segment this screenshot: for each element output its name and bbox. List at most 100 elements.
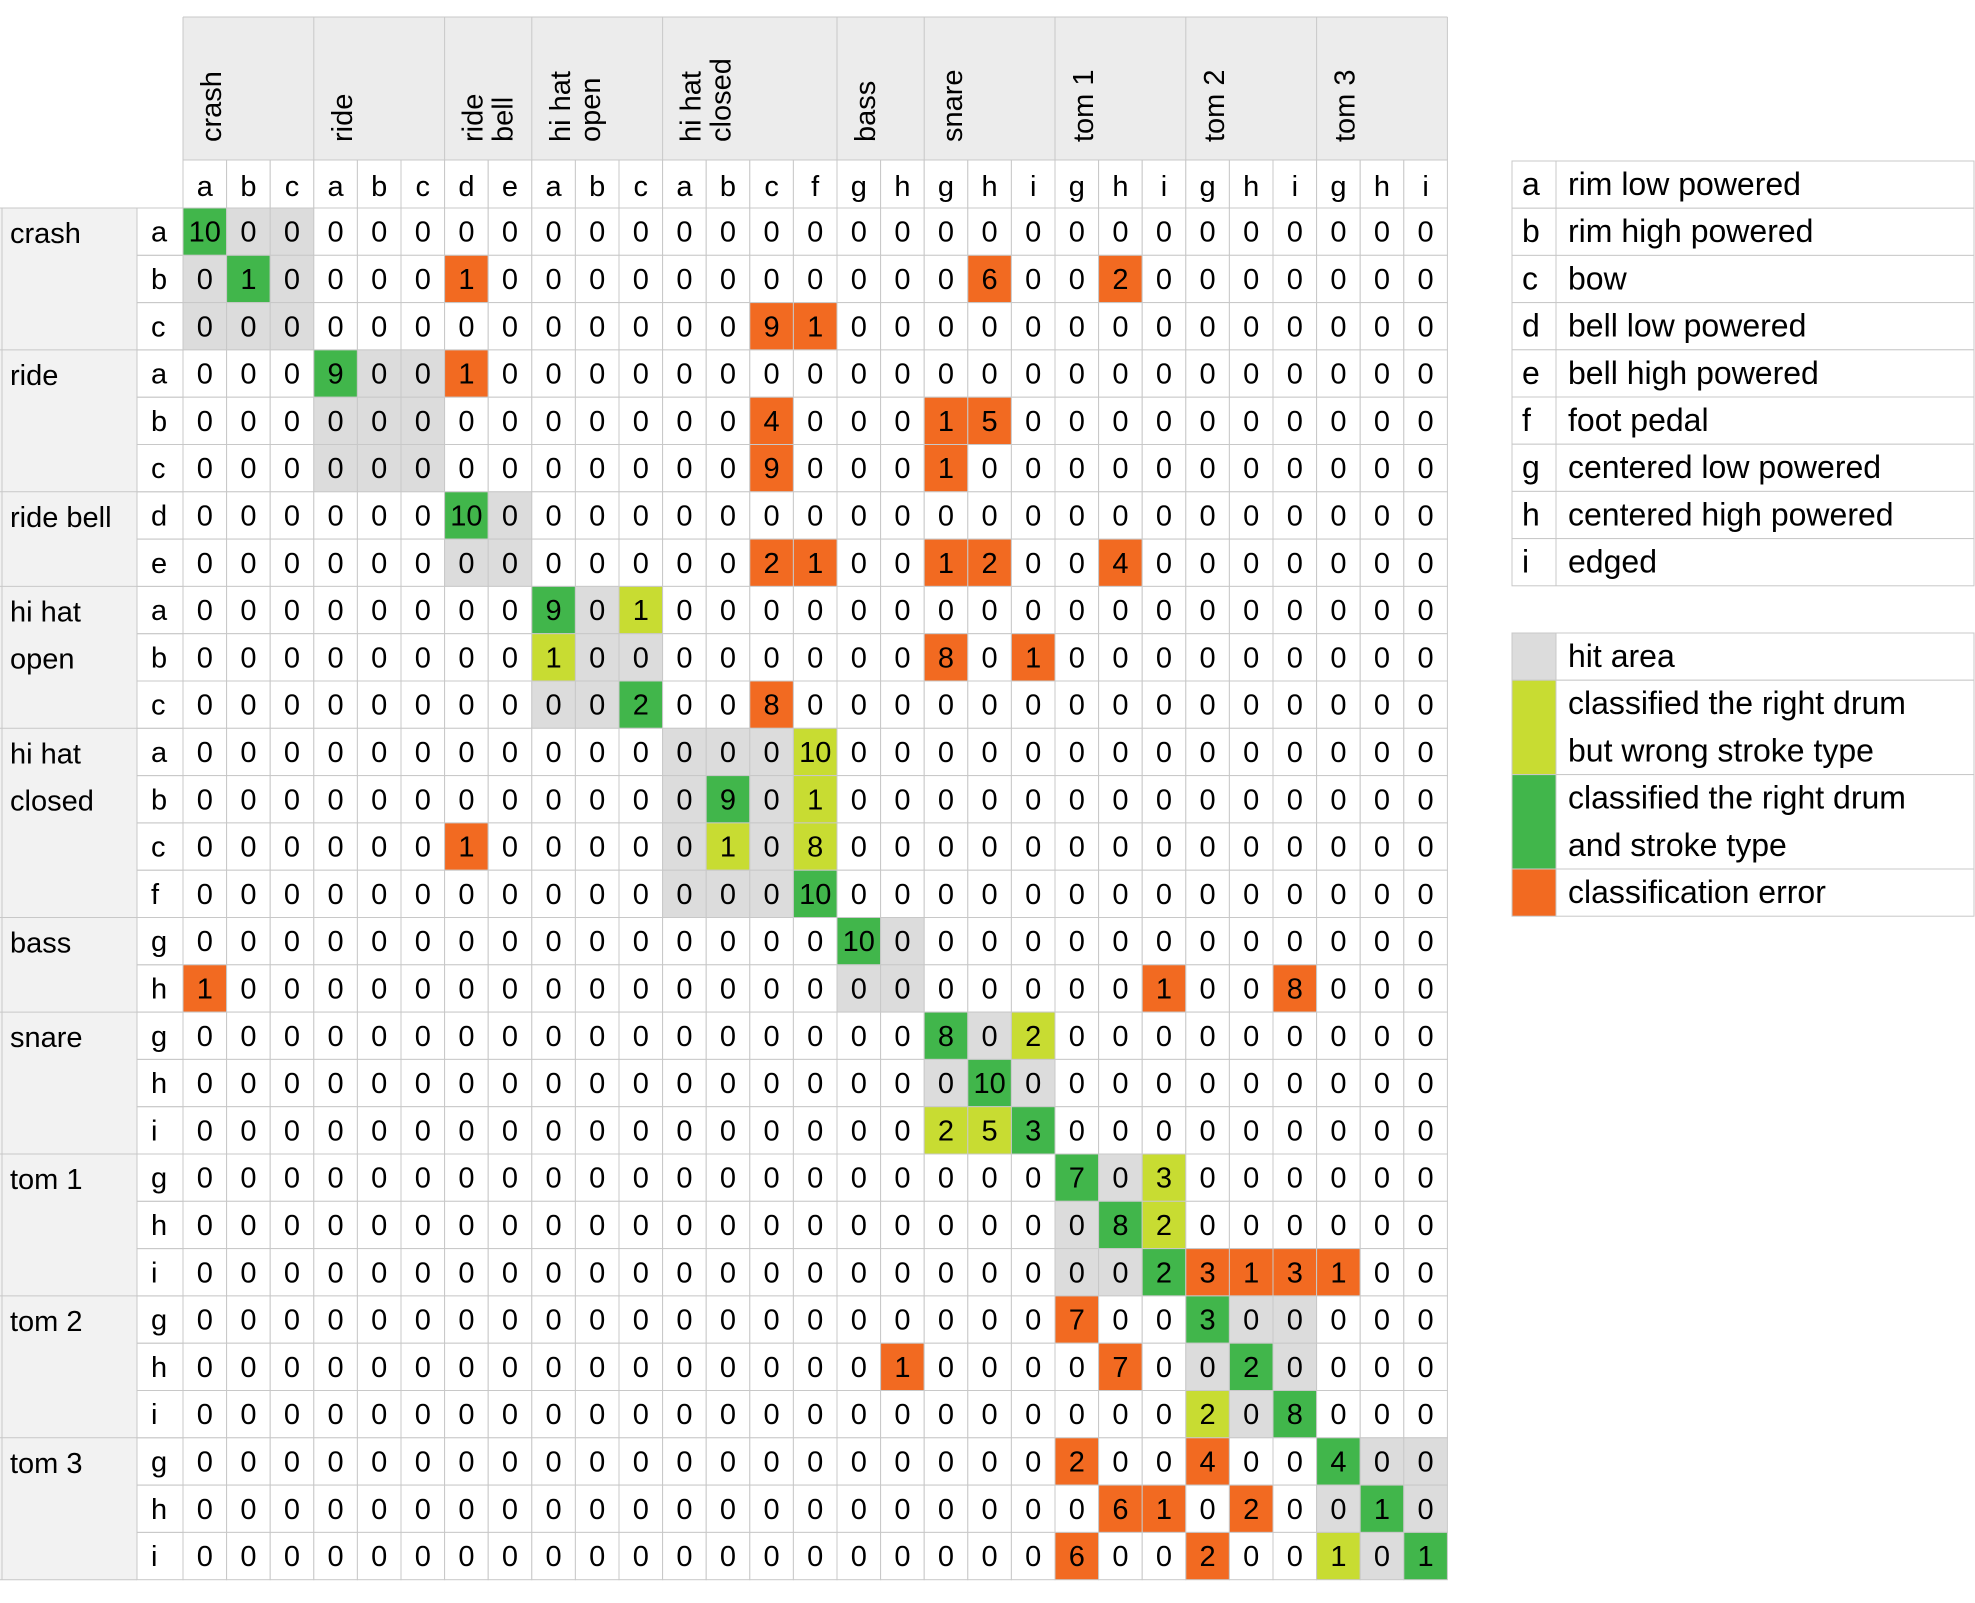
cell-value: 0 [633, 1210, 649, 1242]
matrix-cell-none [705, 1153, 751, 1202]
cell-value: 0 [197, 1446, 213, 1478]
matrix-cell-none [1316, 538, 1361, 587]
column-group-label: tom 3 [1330, 69, 1362, 142]
cell-value: 0 [1374, 264, 1390, 296]
cell-value: 0 [240, 879, 256, 911]
matrix-cell-none [967, 349, 1012, 398]
matrix-cell-none [749, 1390, 794, 1439]
cell-value: 3 [1156, 1163, 1172, 1195]
row-sub-label: i [151, 1399, 157, 1431]
matrix-cell-none [531, 1153, 576, 1202]
matrix-cell-none [1359, 633, 1405, 682]
matrix-cell-error [1098, 254, 1143, 304]
matrix-cell-none [1316, 444, 1361, 493]
cell-value: 0 [589, 359, 605, 391]
cell-value: 0 [458, 1257, 474, 1289]
matrix-cell-none [487, 1437, 533, 1486]
matrix-cell-none [531, 1058, 576, 1108]
matrix-cell-none [1098, 1531, 1143, 1581]
matrix-cell-none [1403, 964, 1448, 1013]
matrix-cell-none [1098, 869, 1143, 919]
cell-value: 0 [371, 1021, 387, 1053]
cell-value: 0 [284, 1257, 300, 1289]
matrix-cell-none [836, 1342, 882, 1391]
matrix-cell-none [531, 1531, 576, 1581]
cell-value: 3 [1200, 1257, 1216, 1289]
matrix-cell-error [923, 633, 969, 682]
cell-value: 0 [764, 500, 780, 532]
matrix-cell-none [226, 964, 271, 1013]
column-sub-label: b [371, 171, 387, 203]
stroke-legend-row [1511, 160, 1975, 209]
cell-value: 0 [676, 1399, 692, 1431]
cell-value: 0 [851, 311, 867, 343]
matrix-cell-none [662, 585, 707, 635]
cell-value: 0 [284, 1068, 300, 1100]
cell-value: 2 [938, 1115, 954, 1147]
cell-value: 0 [1330, 784, 1346, 816]
cell-value: 0 [1287, 311, 1303, 343]
matrix-cell-none [749, 1200, 794, 1250]
matrix-cell-none [1228, 1058, 1274, 1108]
matrix-cell-none [1359, 1011, 1405, 1060]
cell-value: 0 [1330, 500, 1346, 532]
cell-value: 0 [1025, 690, 1041, 722]
matrix-cell-error [1316, 1248, 1361, 1297]
cell-value: 0 [502, 1021, 518, 1053]
cell-value: 0 [502, 926, 518, 958]
cell-value: 0 [240, 1399, 256, 1431]
cell-value: 0 [1374, 359, 1390, 391]
matrix-cell-none [618, 1153, 664, 1202]
cell-value: 0 [764, 784, 780, 816]
cell-value: 0 [1243, 973, 1259, 1005]
cell-value: 0 [415, 1068, 431, 1100]
cell-value: 0 [502, 1210, 518, 1242]
cell-value: 0 [1374, 1115, 1390, 1147]
matrix-cell-none [400, 585, 446, 635]
cell-value: 0 [1243, 879, 1259, 911]
row-sub-label: g [151, 1163, 167, 1195]
cell-value: 0 [982, 737, 998, 769]
cell-value: 0 [1418, 879, 1434, 911]
stroke-legend-label: bell high powered [1568, 355, 1819, 391]
matrix-cell-none [1316, 727, 1361, 777]
matrix-cell-none [531, 727, 576, 777]
cell-value: 0 [1287, 926, 1303, 958]
cell-value: 0 [371, 548, 387, 580]
cell-value: 0 [328, 690, 344, 722]
cell-value: 0 [328, 1068, 344, 1100]
cell-value: 0 [633, 548, 649, 580]
matrix-cell-none [618, 1437, 664, 1486]
cell-value: 0 [502, 1115, 518, 1147]
cell-value: 0 [589, 1115, 605, 1147]
cell-value: 0 [415, 690, 431, 722]
cell-value: 0 [938, 500, 954, 532]
cell-value: 0 [1025, 264, 1041, 296]
cell-value: 0 [851, 453, 867, 485]
matrix-cell-hit [880, 964, 925, 1013]
cell-value: 0 [415, 1257, 431, 1289]
column-sub-header-cell [880, 159, 925, 209]
cell-value: 0 [371, 1163, 387, 1195]
cell-value: 0 [1112, 500, 1128, 532]
cell-value: 0 [851, 642, 867, 674]
cell-value: 4 [1330, 1446, 1346, 1478]
cell-value: 0 [1374, 1541, 1390, 1573]
cell-value: 0 [284, 832, 300, 864]
row-sub-label: c [151, 832, 166, 864]
cell-value: 0 [546, 1115, 562, 1147]
cell-value: 0 [851, 406, 867, 438]
matrix-cell-none [967, 1437, 1012, 1486]
cell-value: 0 [807, 973, 823, 1005]
cell-value: 0 [1156, 784, 1172, 816]
matrix-cell-none [880, 1153, 925, 1202]
cell-value: 8 [764, 690, 780, 722]
cell-value: 9 [764, 311, 780, 343]
cell-value: 0 [458, 217, 474, 249]
matrix-cell-error [1141, 1484, 1187, 1533]
row-group-label: tom 2 [10, 1306, 83, 1338]
cell-value: 0 [1156, 879, 1172, 911]
cell-value: 0 [894, 879, 910, 911]
matrix-cell-none [705, 302, 751, 351]
matrix-cell-none [967, 822, 1012, 871]
